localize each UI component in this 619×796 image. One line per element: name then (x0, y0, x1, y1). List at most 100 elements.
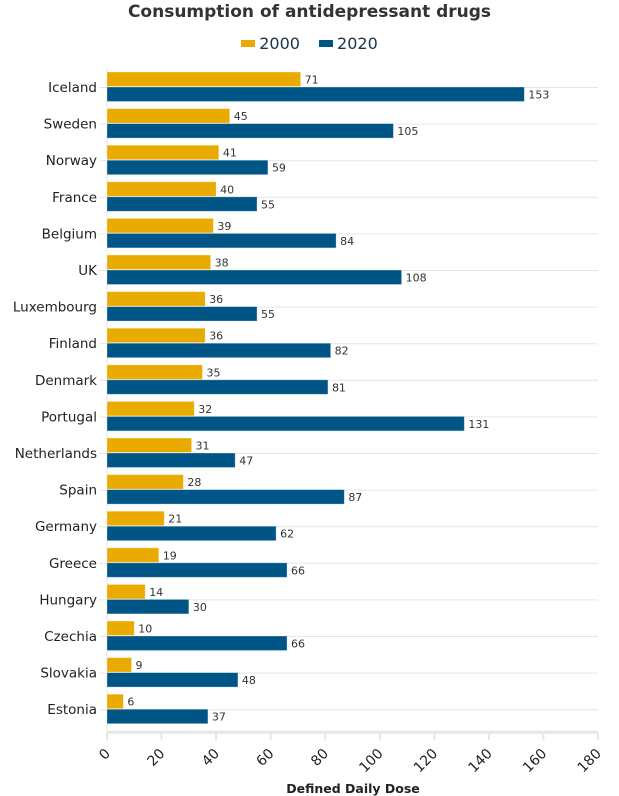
data-label-2000: 19 (163, 549, 177, 562)
category-label: Luxembourg (13, 300, 97, 316)
data-label-2020: 81 (332, 381, 346, 394)
category-label: Spain (59, 483, 97, 499)
data-label-2000: 28 (187, 476, 201, 489)
legend-label-2020: 2020 (337, 34, 378, 53)
bar-2000 (106, 217, 214, 234)
data-label-2020: 37 (212, 711, 226, 724)
data-label-2000: 10 (138, 623, 152, 636)
bar-2020 (106, 86, 525, 102)
data-label-2020: 30 (193, 601, 207, 614)
data-label-2000: 45 (234, 110, 248, 123)
data-label-2020: 59 (272, 162, 286, 175)
bar-2000 (106, 657, 132, 673)
bar-2000 (106, 510, 165, 527)
category-label: Finland (49, 336, 97, 352)
data-label-2000: 35 (206, 366, 220, 379)
category-label: Netherlands (15, 446, 97, 462)
category-label: UK (78, 263, 98, 279)
data-label-2000: 36 (209, 330, 223, 343)
bar-2000 (106, 400, 195, 417)
x-tick-label: 40 (199, 746, 223, 770)
x-tick-label: 80 (308, 746, 332, 770)
bar-2020 (106, 123, 394, 139)
data-label-2000: 40 (220, 183, 234, 196)
legend-item-2020[interactable]: 2020 (319, 34, 378, 53)
bar-2020 (106, 708, 209, 725)
x-tick-label: 120 (411, 746, 441, 776)
data-label-2020: 55 (261, 198, 275, 211)
category-label: France (52, 190, 97, 206)
category-label: Slovakia (40, 666, 97, 682)
category-label: Norway (46, 153, 97, 169)
bar-2000 (106, 547, 160, 563)
bar-2020 (106, 672, 239, 688)
category-label: Hungary (39, 592, 97, 608)
bar-2020 (106, 562, 288, 578)
bar-2020 (106, 342, 332, 359)
data-label-2020: 47 (239, 455, 253, 468)
bar-2000 (106, 181, 217, 197)
category-label: Estonia (47, 702, 97, 718)
bar-2020 (106, 489, 345, 505)
legend-swatch-2000 (241, 40, 256, 47)
category-label: Iceland (48, 80, 97, 96)
bar-2000 (106, 437, 192, 453)
data-label-2000: 31 (196, 440, 210, 453)
data-label-2000: 38 (215, 257, 229, 270)
category-label: Denmark (35, 373, 97, 389)
category-label: Belgium (42, 226, 97, 242)
data-label-2020: 131 (468, 418, 489, 431)
legend-item-2000[interactable]: 2000 (241, 34, 300, 53)
legend-swatch-2020 (319, 40, 334, 47)
data-label-2000: 14 (149, 586, 163, 599)
x-tick-label: 180 (575, 746, 605, 776)
bar-2020 (106, 635, 288, 651)
category-label: Czechia (44, 629, 97, 645)
x-tick-label: 100 (356, 746, 386, 776)
bar-2000 (106, 584, 146, 600)
data-label-2020: 66 (291, 638, 305, 651)
data-label-2000: 6 (127, 696, 134, 709)
x-tick-label: 60 (254, 746, 278, 770)
category-label: Germany (35, 519, 97, 535)
data-label-2020: 84 (340, 235, 354, 248)
data-label-2000: 41 (223, 147, 237, 160)
bar-2000 (106, 693, 124, 710)
data-label-2000: 71 (305, 74, 319, 87)
data-label-2000: 32 (198, 403, 212, 416)
data-label-2020: 87 (348, 491, 362, 504)
bar-2000 (106, 254, 212, 270)
data-label-2020: 62 (280, 528, 294, 541)
bar-2000 (106, 144, 220, 161)
category-label: Greece (49, 556, 97, 572)
bar-2000 (106, 327, 206, 344)
data-label-2020: 105 (397, 125, 418, 138)
x-axis-title: Defined Daily Dose (286, 781, 420, 796)
bar-2000 (106, 108, 231, 124)
bar-2020 (106, 269, 403, 285)
bar-2000 (106, 291, 206, 307)
chart-title: Consumption of antidepressant drugs (127, 2, 492, 22)
bar-2020 (106, 379, 329, 395)
bar-2020 (106, 232, 337, 249)
bar-2000 (106, 71, 302, 87)
bar-2000 (106, 474, 184, 490)
data-label-2000: 9 (136, 659, 143, 672)
x-tick-label: 20 (144, 746, 168, 770)
bar-2020 (106, 452, 236, 468)
bar-2020 (106, 306, 258, 322)
category-label: Sweden (44, 117, 97, 133)
data-label-2000: 21 (168, 513, 182, 526)
bar-2020 (106, 525, 277, 542)
bar-2020 (106, 196, 258, 212)
category-label: Portugal (41, 409, 97, 425)
data-label-2020: 153 (528, 89, 549, 102)
bar-2000 (106, 364, 203, 380)
data-label-2020: 108 (406, 272, 427, 285)
bar-2020 (106, 415, 465, 432)
x-tick-label: 0 (96, 746, 114, 764)
x-tick-label: 140 (465, 746, 495, 776)
data-label-2020: 55 (261, 308, 275, 321)
x-tick-label: 160 (520, 746, 550, 776)
